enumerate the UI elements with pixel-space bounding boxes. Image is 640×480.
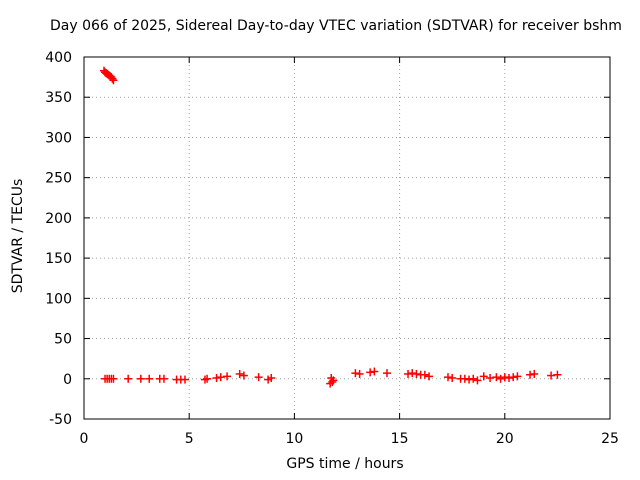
data-point bbox=[203, 374, 212, 383]
data-point bbox=[254, 373, 263, 382]
x-tick-label: 10 bbox=[285, 431, 303, 447]
data-point bbox=[109, 374, 118, 383]
data-point bbox=[267, 373, 276, 382]
data-point bbox=[486, 373, 495, 382]
data-point bbox=[547, 371, 556, 380]
y-tick-label: 400 bbox=[45, 50, 72, 66]
data-point bbox=[473, 376, 482, 385]
x-tick-label: 0 bbox=[80, 431, 89, 447]
x-tick-label: 20 bbox=[496, 431, 514, 447]
data-point bbox=[513, 372, 522, 381]
chart-title: Day 066 of 2025, Sidereal Day-to-day VTE… bbox=[50, 18, 622, 34]
data-point bbox=[328, 377, 337, 386]
data-point bbox=[216, 373, 225, 382]
data-point bbox=[460, 374, 469, 383]
y-tick-label: 250 bbox=[45, 171, 72, 187]
y-axis-label: SDTVAR / TECUs bbox=[10, 178, 26, 294]
x-tick-label: 15 bbox=[391, 431, 409, 447]
data-point bbox=[329, 376, 338, 385]
x-tick-label: 25 bbox=[601, 431, 619, 447]
data-point bbox=[145, 374, 154, 383]
y-tick-label: 150 bbox=[45, 251, 72, 267]
chart-points bbox=[99, 66, 562, 388]
chart-grid bbox=[84, 57, 610, 419]
y-tick-label: 100 bbox=[45, 291, 72, 307]
data-point bbox=[412, 369, 421, 378]
data-point bbox=[136, 374, 145, 383]
data-point bbox=[425, 372, 434, 381]
data-point bbox=[351, 369, 360, 378]
data-point bbox=[526, 370, 535, 379]
y-tick-label: 300 bbox=[45, 130, 72, 146]
data-point bbox=[420, 370, 429, 379]
data-point bbox=[443, 373, 452, 382]
data-point bbox=[382, 369, 391, 378]
data-point bbox=[223, 372, 232, 381]
data-point bbox=[465, 375, 474, 384]
data-point bbox=[553, 370, 562, 379]
data-point bbox=[496, 374, 505, 383]
data-point bbox=[366, 368, 375, 377]
data-point bbox=[159, 374, 168, 383]
data-point bbox=[212, 373, 221, 382]
data-point bbox=[355, 369, 364, 378]
data-point bbox=[108, 74, 117, 83]
data-point bbox=[408, 369, 417, 378]
data-point bbox=[492, 373, 501, 382]
data-point bbox=[180, 375, 189, 384]
data-point bbox=[505, 373, 514, 382]
y-tick-label: 350 bbox=[45, 90, 72, 106]
plot-frame bbox=[83, 56, 611, 420]
data-point bbox=[239, 371, 248, 380]
data-point bbox=[404, 369, 413, 378]
data-point bbox=[448, 373, 457, 382]
y-tick-label: 0 bbox=[63, 372, 72, 388]
data-point bbox=[500, 373, 509, 382]
y-tick-label: 200 bbox=[45, 211, 72, 227]
data-point bbox=[235, 369, 244, 378]
data-point bbox=[509, 373, 518, 382]
data-point bbox=[479, 372, 488, 381]
data-point bbox=[124, 374, 133, 383]
x-tick-label: 5 bbox=[185, 431, 194, 447]
data-point bbox=[469, 374, 478, 383]
chart-ticks: 0 5 10 15 20 25 -50 0 50 100 150 200 250 300 350 400 bbox=[45, 50, 619, 447]
data-point bbox=[530, 369, 539, 378]
x-axis-label: GPS time / hours bbox=[286, 456, 404, 472]
data-point bbox=[370, 367, 379, 376]
y-tick-label: 50 bbox=[54, 332, 72, 348]
data-point bbox=[109, 76, 118, 85]
y-tick-label: -50 bbox=[49, 412, 72, 428]
